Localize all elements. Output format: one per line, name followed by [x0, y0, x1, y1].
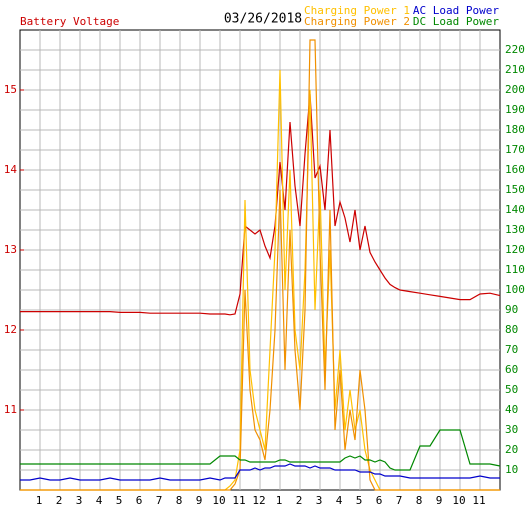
x-tick-label: 1	[276, 494, 283, 507]
y2-tick-label: 80	[505, 323, 518, 336]
y2-tick-label: 210	[505, 63, 525, 76]
series-line	[20, 93, 501, 316]
y2-tick-label: 130	[505, 223, 525, 236]
x-tick-label: 8	[176, 494, 183, 507]
x-tick-label: 3	[316, 494, 323, 507]
x-tick-label: 12	[252, 494, 265, 507]
y2-tick-label: 170	[505, 143, 525, 156]
legend-entry: Charging Power 2	[304, 15, 410, 28]
y2-tick-label: 60	[505, 363, 518, 376]
x-tick-label: 6	[136, 494, 143, 507]
y2-tick-label: 10	[505, 463, 518, 476]
x-tick-label: 11	[472, 494, 485, 507]
series-line	[20, 429, 501, 471]
x-tick-label: 6	[376, 494, 383, 507]
x-tick-label: 9	[196, 494, 203, 507]
x-tick-label: 9	[436, 494, 443, 507]
x-tick-label: 5	[356, 494, 363, 507]
y-tick-label: 11	[4, 403, 17, 416]
grid	[20, 30, 500, 490]
legend-entry: DC Load Power	[413, 15, 499, 28]
x-tick-label: 4	[336, 494, 343, 507]
x-tick-label: 10	[212, 494, 225, 507]
y2-tick-label: 110	[505, 263, 525, 276]
x-tick-label: 5	[116, 494, 123, 507]
y2-tick-label: 90	[505, 303, 518, 316]
x-tick-label: 8	[416, 494, 423, 507]
y2-tick-label: 40	[505, 403, 518, 416]
y2-tick-label: 200	[505, 83, 525, 96]
y2-tick-label: 120	[505, 243, 525, 256]
x-tick-label: 2	[56, 494, 63, 507]
x-tick-label: 1	[36, 494, 43, 507]
x-tick-label: 2	[296, 494, 303, 507]
y2-tick-label: 20	[505, 443, 518, 456]
y-tick-label: 15	[4, 83, 17, 96]
y2-tick-label: 140	[505, 203, 525, 216]
legend-entry: AC Load Power	[413, 4, 499, 17]
chart-date: 03/26/2018	[224, 12, 302, 27]
y2-tick-label: 150	[505, 183, 525, 196]
y2-tick-label: 190	[505, 103, 525, 116]
x-tick-label: 7	[156, 494, 163, 507]
series-line	[20, 463, 500, 481]
y2-tick-label: 30	[505, 423, 518, 436]
y2-tick-label: 220	[505, 43, 525, 56]
y2-tick-label: 160	[505, 163, 525, 176]
y2-tick-label: 70	[505, 343, 518, 356]
y2-tick-label: 100	[505, 283, 525, 296]
legend-entry: Battery Voltage	[20, 15, 119, 28]
x-tick-label: 10	[452, 494, 465, 507]
y-tick-label: 12	[4, 323, 17, 336]
y-tick-label: 13	[4, 243, 17, 256]
y2-tick-label: 50	[505, 383, 518, 396]
series-line	[20, 39, 500, 491]
y-tick-label: 14	[4, 163, 18, 176]
x-tick-label: 11	[232, 494, 245, 507]
legend-entry: Charging Power 1	[304, 4, 410, 17]
x-tick-label: 3	[76, 494, 83, 507]
x-tick-label: 4	[96, 494, 103, 507]
y2-tick-label: 180	[505, 123, 525, 136]
x-tick-label: 7	[396, 494, 403, 507]
